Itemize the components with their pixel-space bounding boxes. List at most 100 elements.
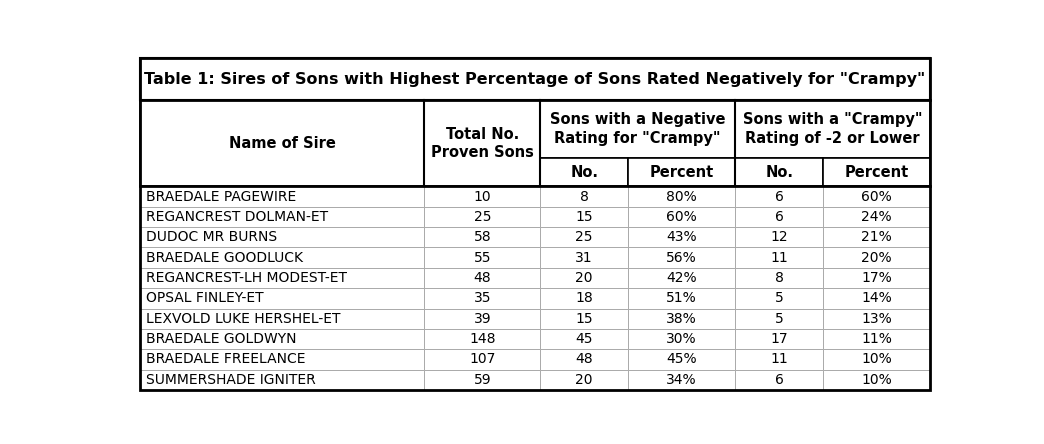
Bar: [735, 186, 824, 207]
Bar: [140, 247, 425, 268]
Bar: [540, 349, 628, 370]
Bar: [824, 370, 930, 390]
Text: BRAEDALE FREELANCE: BRAEDALE FREELANCE: [146, 353, 306, 366]
Text: BRAEDALE GOODLUCK: BRAEDALE GOODLUCK: [146, 251, 303, 265]
Bar: [628, 186, 735, 207]
Text: No.: No.: [570, 165, 598, 180]
Text: 8: 8: [579, 190, 589, 204]
Text: 31: 31: [575, 251, 593, 265]
Bar: [735, 329, 824, 349]
Text: 5: 5: [775, 312, 784, 326]
Bar: [140, 186, 425, 207]
Text: BRAEDALE GOLDWYN: BRAEDALE GOLDWYN: [146, 332, 296, 346]
Text: 25: 25: [575, 230, 593, 244]
Text: 24%: 24%: [861, 210, 892, 224]
Text: 12: 12: [770, 230, 788, 244]
Text: No.: No.: [765, 165, 793, 180]
Bar: [628, 268, 735, 288]
Text: Table 1: Sires of Sons with Highest Percentage of Sons Rated Negatively for "Cra: Table 1: Sires of Sons with Highest Perc…: [144, 72, 926, 87]
Text: 6: 6: [775, 190, 784, 204]
Bar: [824, 186, 930, 207]
Bar: [628, 227, 735, 247]
Text: 60%: 60%: [861, 190, 892, 204]
Bar: [425, 370, 540, 390]
Bar: [824, 247, 930, 268]
Bar: [628, 329, 735, 349]
Text: 58: 58: [473, 230, 491, 244]
Text: 60%: 60%: [666, 210, 697, 224]
Text: 6: 6: [775, 373, 784, 387]
Bar: [824, 268, 930, 288]
Bar: [735, 207, 824, 227]
Bar: [735, 158, 824, 186]
Bar: [540, 158, 628, 186]
Bar: [628, 309, 735, 329]
Bar: [425, 329, 540, 349]
Text: 13%: 13%: [861, 312, 892, 326]
Bar: [140, 309, 425, 329]
Bar: [425, 227, 540, 247]
Bar: [425, 288, 540, 309]
Text: 17%: 17%: [861, 271, 892, 285]
Text: 6: 6: [775, 210, 784, 224]
Bar: [735, 247, 824, 268]
Text: 51%: 51%: [666, 291, 697, 305]
Text: 35: 35: [474, 291, 491, 305]
Bar: [425, 309, 540, 329]
Text: 10%: 10%: [861, 373, 892, 387]
Bar: [540, 370, 628, 390]
Text: 20: 20: [575, 271, 593, 285]
Text: 8: 8: [775, 271, 784, 285]
Text: Name of Sire: Name of Sire: [229, 136, 336, 151]
Text: 25: 25: [474, 210, 491, 224]
Text: 11: 11: [770, 251, 788, 265]
Bar: [540, 268, 628, 288]
Text: 30%: 30%: [666, 332, 697, 346]
Text: 43%: 43%: [666, 230, 697, 244]
Bar: [824, 227, 930, 247]
Bar: [425, 247, 540, 268]
Text: 45: 45: [575, 332, 593, 346]
Text: 48: 48: [473, 271, 491, 285]
Bar: [735, 227, 824, 247]
Bar: [425, 349, 540, 370]
Bar: [540, 288, 628, 309]
Bar: [140, 227, 425, 247]
Text: 11%: 11%: [861, 332, 892, 346]
Bar: [628, 349, 735, 370]
Text: 148: 148: [469, 332, 496, 346]
Bar: [824, 288, 930, 309]
Bar: [824, 349, 930, 370]
Bar: [735, 370, 824, 390]
Text: SUMMERSHADE IGNITER: SUMMERSHADE IGNITER: [146, 373, 315, 387]
Text: 56%: 56%: [666, 251, 697, 265]
Bar: [628, 207, 735, 227]
Text: REGANCREST DOLMAN-ET: REGANCREST DOLMAN-ET: [146, 210, 328, 224]
Text: 107: 107: [469, 353, 496, 366]
Text: REGANCREST-LH MODEST-ET: REGANCREST-LH MODEST-ET: [146, 271, 347, 285]
Text: 48: 48: [575, 353, 593, 366]
Bar: [425, 186, 540, 207]
Bar: [140, 268, 425, 288]
Text: OPSAL FINLEY-ET: OPSAL FINLEY-ET: [146, 291, 263, 305]
Bar: [735, 288, 824, 309]
Bar: [824, 309, 930, 329]
Bar: [628, 158, 735, 186]
Bar: [735, 349, 824, 370]
Bar: [824, 207, 930, 227]
Text: 80%: 80%: [666, 190, 697, 204]
Text: 10: 10: [473, 190, 491, 204]
Text: 5: 5: [775, 291, 784, 305]
Text: Sons with a Negative
Rating for "Crampy": Sons with a Negative Rating for "Crampy": [550, 112, 726, 146]
Bar: [824, 329, 930, 349]
Bar: [540, 227, 628, 247]
Text: Percent: Percent: [649, 165, 714, 180]
Bar: [140, 370, 425, 390]
Bar: [140, 207, 425, 227]
Bar: [540, 309, 628, 329]
Text: 45%: 45%: [666, 353, 697, 366]
Text: 14%: 14%: [861, 291, 892, 305]
Text: Total No.
Proven Sons: Total No. Proven Sons: [431, 127, 533, 160]
Bar: [735, 309, 824, 329]
Text: 20: 20: [575, 373, 593, 387]
